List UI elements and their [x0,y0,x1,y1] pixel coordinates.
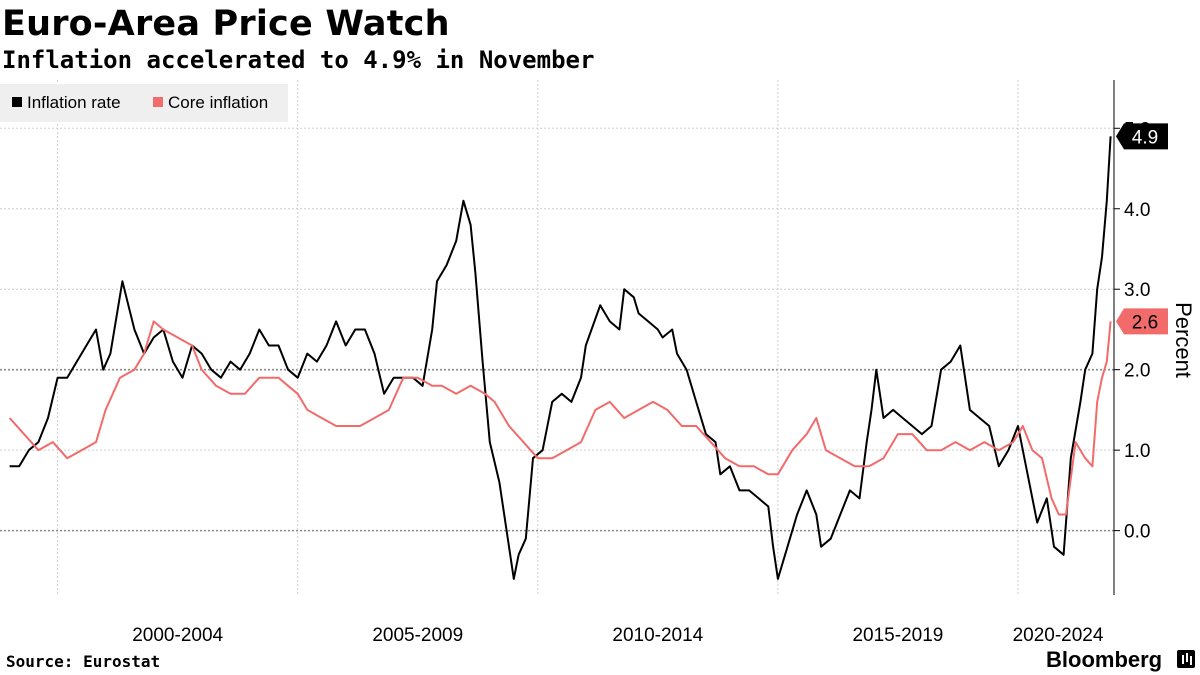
chart-title: Euro-Area Price Watch [2,4,450,44]
legend-swatch-inflation-rate [12,97,22,107]
last-value-flag [1116,308,1168,335]
series-line-inflation-rate [9,136,1112,580]
y-tick-label: 2.0 [1124,361,1150,382]
legend-background [0,84,288,122]
last-value-flag [1116,123,1168,150]
y-tick-label: 1.0 [1124,441,1150,462]
x-tick-label: 2015-2019 [852,625,943,646]
y-tick-label: 0.0 [1124,522,1150,543]
legend: Inflation rate Core inflation [0,84,288,122]
y-tick-label: 3.0 [1124,280,1150,301]
x-tick-label: 2010-2014 [612,625,703,646]
last-value-label: 4.9 [1132,127,1158,148]
y-axis-title: Percent [1171,302,1196,378]
series-line-core-inflation [8,320,1112,516]
last-value-label: 2.6 [1132,312,1158,333]
x-tick-label: 2000-2004 [132,625,223,646]
brand-wordmark: Bloomberg [1046,647,1163,672]
bloomberg-logo-icon [1177,650,1195,668]
source-note: Source: Eurostat [6,652,161,671]
y-tick-label: 4.0 [1124,200,1150,221]
x-tick-label: 2005-2009 [372,625,463,646]
x-tick-label: 2020-2024 [1013,625,1104,646]
series-layer [8,136,1112,580]
legend-label-inflation-rate: Inflation rate [27,93,121,112]
legend-swatch-core-inflation [153,97,163,107]
grid-layer [0,80,1114,595]
axis-layer: 0.01.02.03.04.05.0Percent2000-20042005-2… [132,80,1196,646]
legend-label-core-inflation: Core inflation [168,93,268,112]
chart-subtitle: Inflation accelerated to 4.9% in Novembe… [2,46,595,74]
labels-layer: 4.9 2.6 [1116,123,1168,335]
